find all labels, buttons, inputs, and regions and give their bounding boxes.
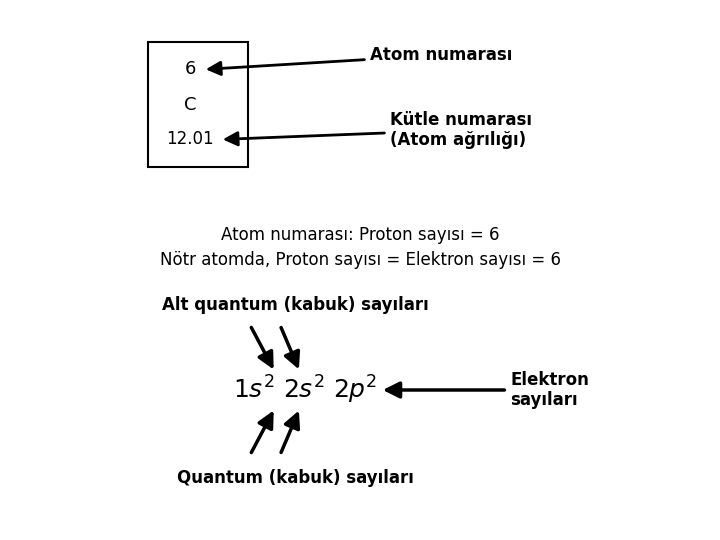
Text: $1s^2\ 2s^2\ 2p^2$: $1s^2\ 2s^2\ 2p^2$ [233, 374, 377, 406]
Text: Alt quantum (kabuk) sayıları: Alt quantum (kabuk) sayıları [161, 296, 428, 314]
Text: Atom numarası: Atom numarası [209, 46, 513, 75]
Text: Kütle numarası
(Atom ağrılığı): Kütle numarası (Atom ağrılığı) [226, 111, 532, 150]
Text: C: C [184, 96, 197, 113]
Text: Atom numarası: Proton sayısı = 6: Atom numarası: Proton sayısı = 6 [221, 226, 499, 244]
Text: 6: 6 [184, 60, 196, 78]
Bar [148, 42, 248, 167]
Text: Nötr atomda, Proton sayısı = Elektron sayısı = 6: Nötr atomda, Proton sayısı = Elektron sa… [160, 251, 560, 269]
Text: Elektron
sayıları: Elektron sayıları [387, 370, 589, 409]
Text: 12.01: 12.01 [166, 131, 214, 149]
Text: Quantum (kabuk) sayıları: Quantum (kabuk) sayıları [176, 469, 413, 487]
